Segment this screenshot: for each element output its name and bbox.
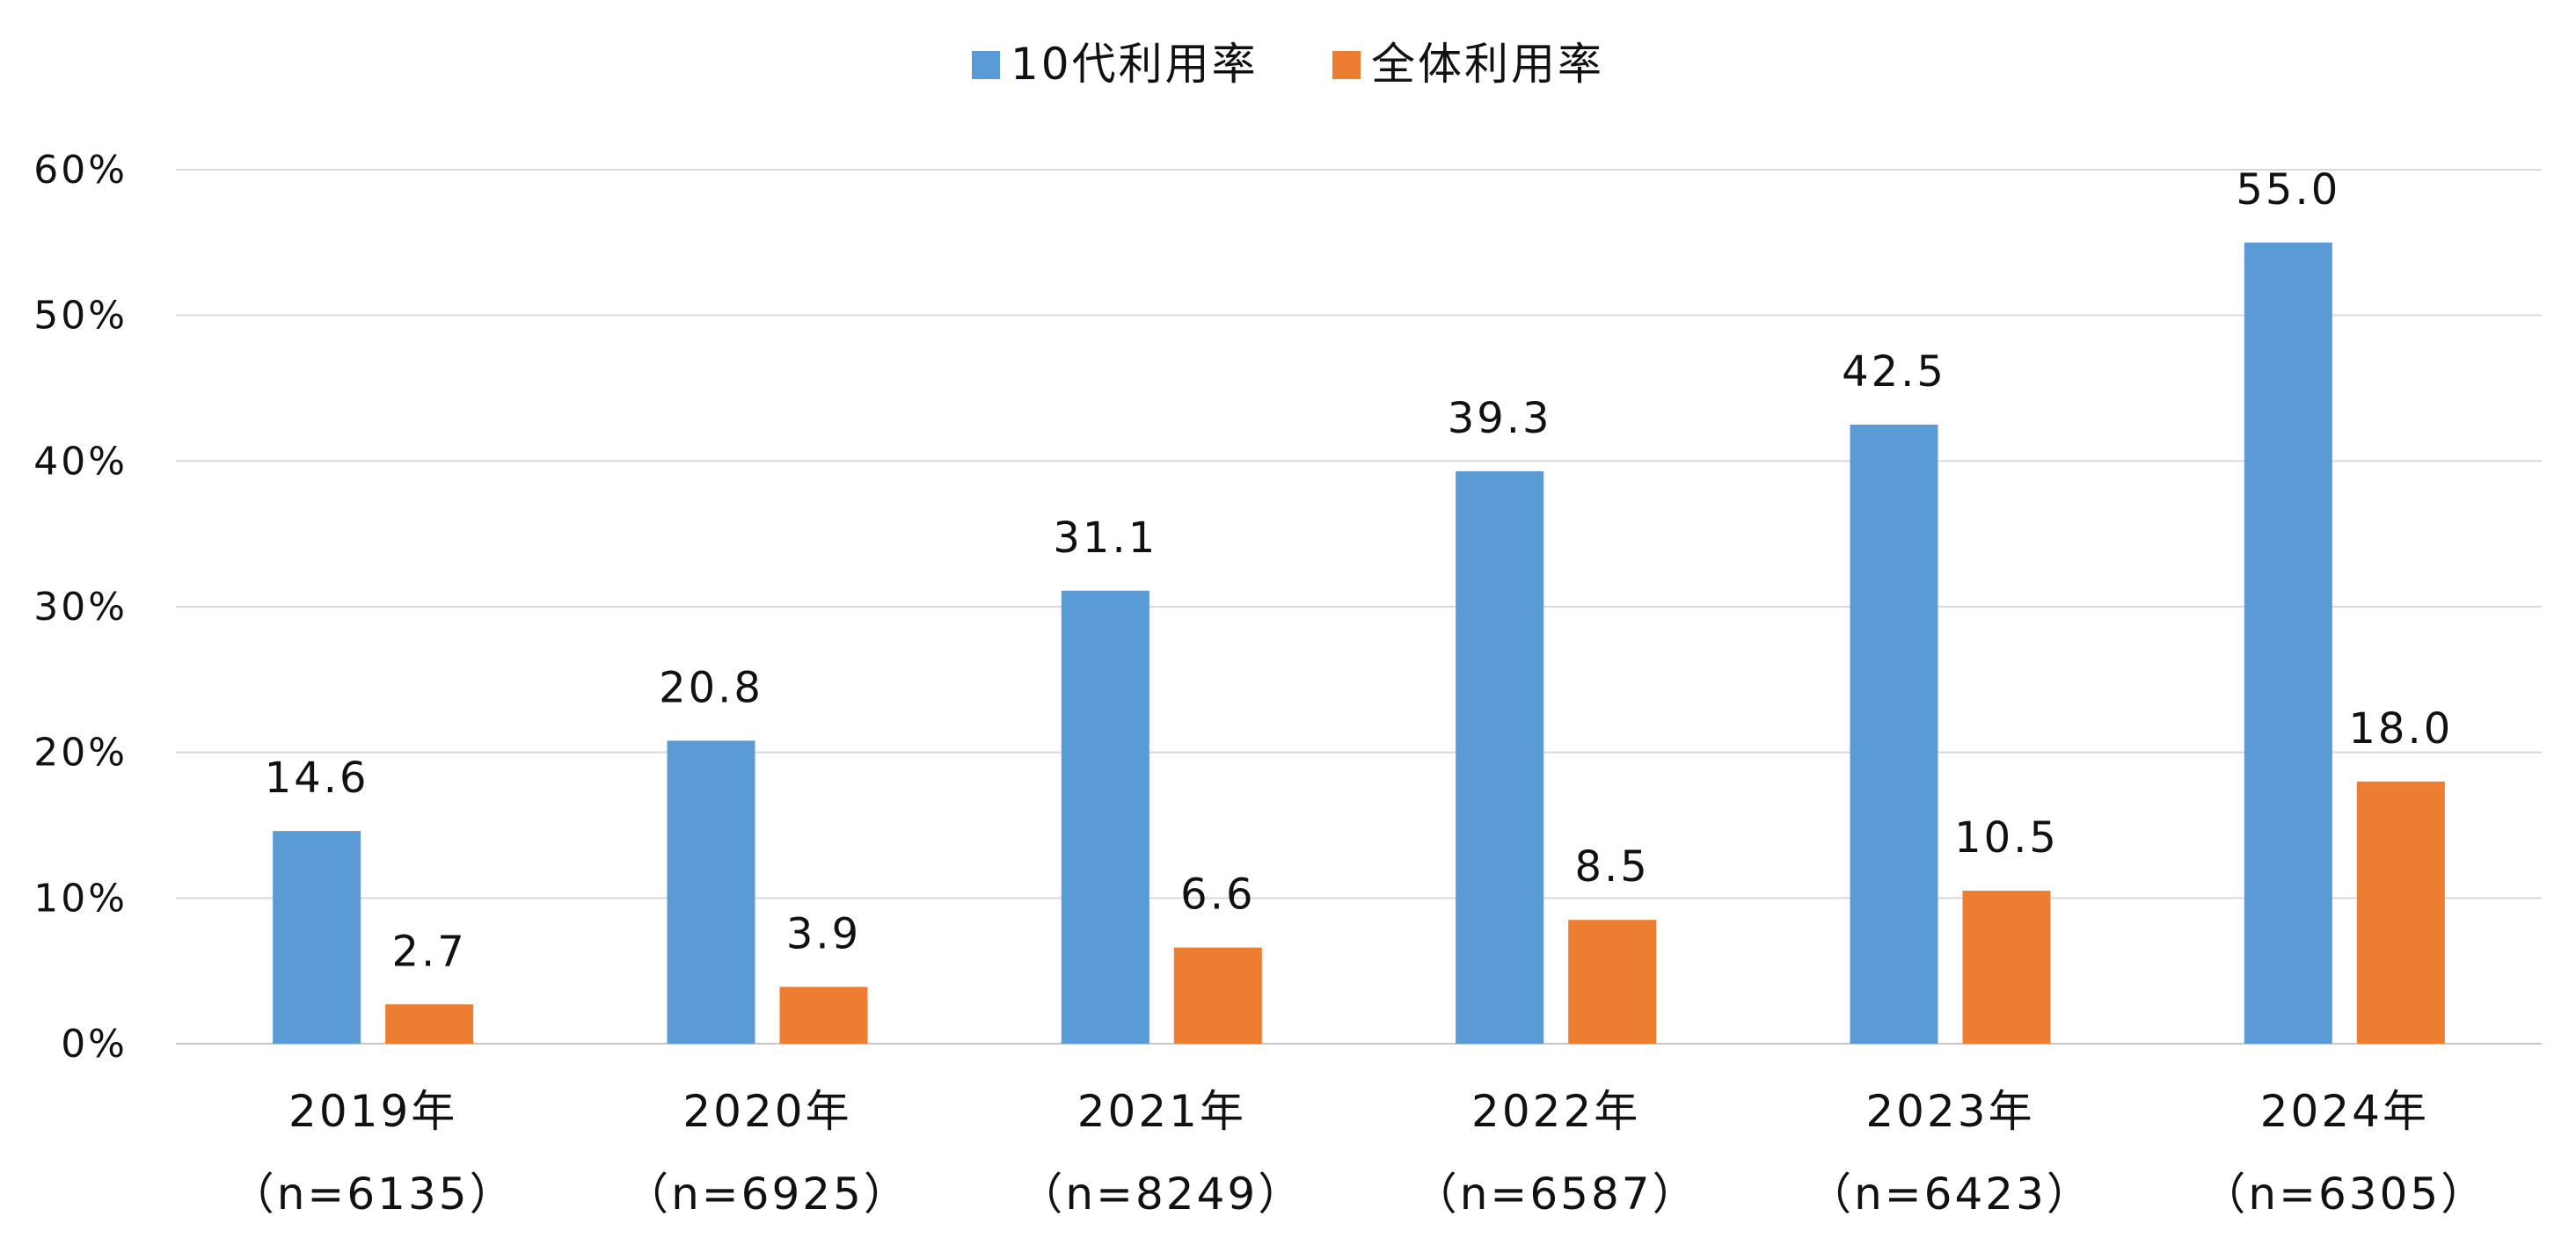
- x-category-year: 2021年: [1077, 1086, 1246, 1137]
- data-label: 42.5: [1842, 347, 1946, 397]
- data-label: 6.6: [1180, 870, 1255, 920]
- x-category-n: （n=8249）: [1018, 1169, 1304, 1220]
- legend-label-1: 全体利用率: [1371, 39, 1604, 90]
- legend-swatch-0: [972, 51, 1000, 79]
- x-category-n: （n=6135）: [230, 1169, 516, 1220]
- y-tick-label: 0%: [61, 1022, 128, 1067]
- value-labels: 14.6 2.7 20.8 3.9 31.1 6.6 39.3 8.5 42.5 10.5 55.0…: [265, 165, 2453, 976]
- data-label: 20.8: [659, 663, 763, 712]
- bar-overall-5: [2356, 781, 2445, 1044]
- data-label: 2.7: [391, 927, 466, 976]
- data-label: 18.0: [2348, 704, 2453, 754]
- bar-overall-3: [1568, 920, 1657, 1044]
- bar-overall-2: [1173, 947, 1262, 1044]
- y-tick-label: 30%: [33, 585, 128, 630]
- data-label: 14.6: [265, 754, 369, 803]
- data-label: 39.3: [1448, 394, 1552, 443]
- bar-overall-1: [779, 987, 868, 1044]
- x-category-n: （n=6925）: [624, 1169, 910, 1220]
- x-category-n: （n=6423）: [1807, 1169, 2093, 1220]
- x-category-year: 2022年: [1471, 1086, 1640, 1137]
- y-axis-ticks: 0% 10% 20% 30% 40% 50% 60%: [33, 148, 128, 1067]
- x-category-year: 2019年: [288, 1086, 457, 1137]
- data-label: 3.9: [786, 909, 861, 958]
- data-label: 55.0: [2236, 165, 2340, 215]
- legend-label-0: 10代利用率: [1011, 39, 1259, 90]
- data-label: 31.1: [1053, 513, 1157, 563]
- y-tick-label: 50%: [33, 294, 128, 339]
- legend-swatch-1: [1332, 51, 1361, 79]
- bars: [273, 242, 2445, 1045]
- bar-teen-5: [2244, 242, 2332, 1044]
- gridlines: [176, 169, 2542, 1045]
- x-axis-labels: 2019年 （n=6135） 2020年 （n=6925） 2021年 （n=8249） 2…: [230, 1086, 2487, 1220]
- bar-teen-4: [1850, 424, 1938, 1045]
- y-tick-label: 10%: [33, 876, 128, 921]
- bar-teen-0: [273, 831, 361, 1044]
- data-label: 10.5: [1954, 813, 2059, 863]
- bar-overall-4: [1962, 891, 2051, 1044]
- y-tick-label: 40%: [33, 439, 128, 484]
- data-label: 8.5: [1574, 842, 1649, 892]
- bar-overall-0: [385, 1004, 474, 1044]
- legend: 10代利用率 全体利用率: [972, 39, 1604, 90]
- bar-teen-1: [667, 740, 755, 1044]
- x-category-year: 2020年: [682, 1086, 851, 1137]
- x-category-year: 2023年: [1865, 1086, 2034, 1137]
- y-tick-label: 20%: [33, 731, 128, 776]
- bar-teen-3: [1456, 470, 1544, 1044]
- x-category-year: 2024年: [2260, 1086, 2429, 1137]
- y-tick-label: 60%: [33, 148, 128, 193]
- x-category-n: （n=6305）: [2201, 1169, 2487, 1220]
- x-category-n: （n=6587）: [1413, 1169, 1699, 1220]
- bar-teen-2: [1061, 590, 1149, 1044]
